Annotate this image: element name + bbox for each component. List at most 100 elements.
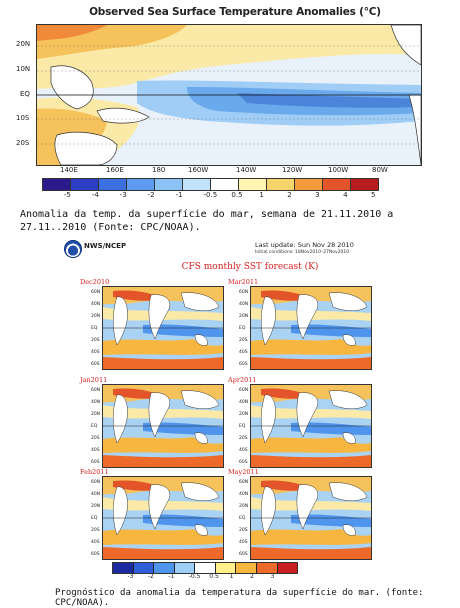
lat-tick-label: EQ xyxy=(239,424,246,429)
lon-label: 100W xyxy=(328,166,349,174)
colorbar-swatch xyxy=(351,179,378,190)
lat-tick-label: 20S xyxy=(91,436,100,441)
lat-label: EQ xyxy=(20,90,30,98)
panel-month-label: Jan2011 xyxy=(80,376,108,384)
colorbar-swatch xyxy=(236,563,257,573)
lat-tick-label: 20N xyxy=(91,314,101,319)
lat-tick-label: 40S xyxy=(239,540,248,545)
lat-tick-label: 20S xyxy=(239,436,248,441)
figure2-caption: Prognóstico da anomalia da temperatura d… xyxy=(55,588,424,608)
figure2-colorbar xyxy=(112,562,298,574)
lon-label: 160W xyxy=(188,166,209,174)
lat-tick-label: 60S xyxy=(91,552,100,557)
colorbar-tick-label: -1 xyxy=(168,573,175,580)
forecast-title: CFS monthly SST forecast (K) xyxy=(181,262,319,272)
colorbar-swatch xyxy=(183,179,211,190)
colorbar-tick-label: 1 xyxy=(229,573,234,580)
colorbar-tick-label: 1 xyxy=(259,191,264,199)
colorbar-swatch xyxy=(127,179,155,190)
colorbar-swatch xyxy=(215,563,237,573)
forecast-panel-map xyxy=(102,286,224,370)
lat-tick-label: 60N xyxy=(91,480,101,485)
lat-tick-label: 20S xyxy=(239,528,248,533)
lat-label: 20N xyxy=(16,40,31,48)
colorbar-tick-label: -0.5 xyxy=(188,573,201,580)
last-update: Last update: Sun Nov 28 2010 xyxy=(255,241,354,249)
lon-label: 140E xyxy=(60,166,78,174)
panel-month-label: Apr2011 xyxy=(228,376,257,384)
lat-tick-label: 20S xyxy=(239,338,248,343)
panel-month-label: May2011 xyxy=(228,468,259,476)
panel-month-label: Dec2010 xyxy=(80,278,110,286)
colorbar-swatch xyxy=(323,179,351,190)
lat-tick-label: 20S xyxy=(91,528,100,533)
colorbar-tick-label: 3 xyxy=(270,573,275,580)
colorbar-swatch xyxy=(211,179,239,190)
colorbar-tick-label: 2 xyxy=(250,573,254,580)
figure1-colorbar xyxy=(42,178,379,191)
lat-tick-label: 20S xyxy=(91,338,100,343)
lat-tick-label: 40S xyxy=(91,448,100,453)
lat-label: 10S xyxy=(16,114,30,122)
lat-tick-label: 40N xyxy=(239,302,249,307)
lon-label: 180 xyxy=(152,166,166,174)
panel-month-label: Feb2011 xyxy=(80,468,109,476)
lat-tick-label: 60N xyxy=(91,290,101,295)
colorbar-tick-label: 3 xyxy=(315,191,320,199)
colorbar-swatch xyxy=(295,179,323,190)
lat-tick-label: 20N xyxy=(91,412,101,417)
lon-label: 140W xyxy=(236,166,257,174)
colorbar-swatch xyxy=(267,179,295,190)
lat-tick-label: 60S xyxy=(239,362,248,367)
colorbar-swatch xyxy=(133,563,155,573)
lat-tick-label: 60S xyxy=(239,552,248,557)
lat-tick-label: 60S xyxy=(91,460,100,465)
sst-anomaly-map xyxy=(36,24,422,166)
colorbar-tick-label: -2 xyxy=(147,573,154,580)
lat-tick-label: EQ xyxy=(239,326,246,331)
lat-tick-label: 40N xyxy=(91,302,101,307)
panel-month-label: Mar2011 xyxy=(228,278,259,286)
figure1-caption: Anomalia da temp. da superfície do mar, … xyxy=(20,209,394,233)
noaa-logo-icon xyxy=(64,240,82,258)
colorbar-tick-label: -2 xyxy=(147,191,155,199)
colorbar-tick-label: 0.5 xyxy=(209,573,219,580)
colorbar-swatch xyxy=(195,563,216,573)
agency-label: NWS/NCEP xyxy=(84,242,127,250)
colorbar-swatch xyxy=(277,563,298,573)
colorbar-swatch xyxy=(174,563,196,573)
figure1-title: Observed Sea Surface Temperature Anomali… xyxy=(89,6,381,18)
colorbar-tick-label: -3 xyxy=(127,573,134,580)
colorbar-tick-label: 0.5 xyxy=(231,191,243,199)
colorbar-swatch xyxy=(155,179,183,190)
lat-tick-label: 60S xyxy=(91,362,100,367)
lat-tick-label: EQ xyxy=(91,424,98,429)
forecast-panel-map xyxy=(250,476,372,560)
colorbar-tick-label: 2 xyxy=(287,191,292,199)
colorbar-tick-label: -4 xyxy=(91,191,99,199)
colorbar-tick-label: -5 xyxy=(63,191,71,199)
colorbar-swatch xyxy=(99,179,127,190)
lat-tick-label: 20N xyxy=(239,504,249,509)
lat-tick-label: 40N xyxy=(239,492,249,497)
lon-label: 80W xyxy=(372,166,388,174)
lat-tick-label: 40N xyxy=(239,400,249,405)
lat-tick-label: EQ xyxy=(91,516,98,521)
lat-tick-label: EQ xyxy=(91,326,98,331)
colorbar-swatch xyxy=(43,179,71,190)
lon-label: 120W xyxy=(282,166,303,174)
colorbar-swatch xyxy=(256,563,278,573)
lat-label: 10N xyxy=(16,65,31,73)
lat-tick-label: 40N xyxy=(91,492,101,497)
lat-tick-label: 60N xyxy=(239,480,249,485)
colorbar-swatch xyxy=(71,179,99,190)
lat-tick-label: 40S xyxy=(239,350,248,355)
lat-tick-label: 60S xyxy=(239,460,248,465)
lat-tick-label: 20N xyxy=(239,314,249,319)
lat-tick-label: 20N xyxy=(91,504,101,509)
lat-tick-label: 40N xyxy=(91,400,101,405)
lat-tick-label: 40S xyxy=(91,350,100,355)
colorbar-swatch xyxy=(154,563,175,573)
forecast-panel-map xyxy=(250,286,372,370)
colorbar-tick-label: 4 xyxy=(343,191,348,199)
